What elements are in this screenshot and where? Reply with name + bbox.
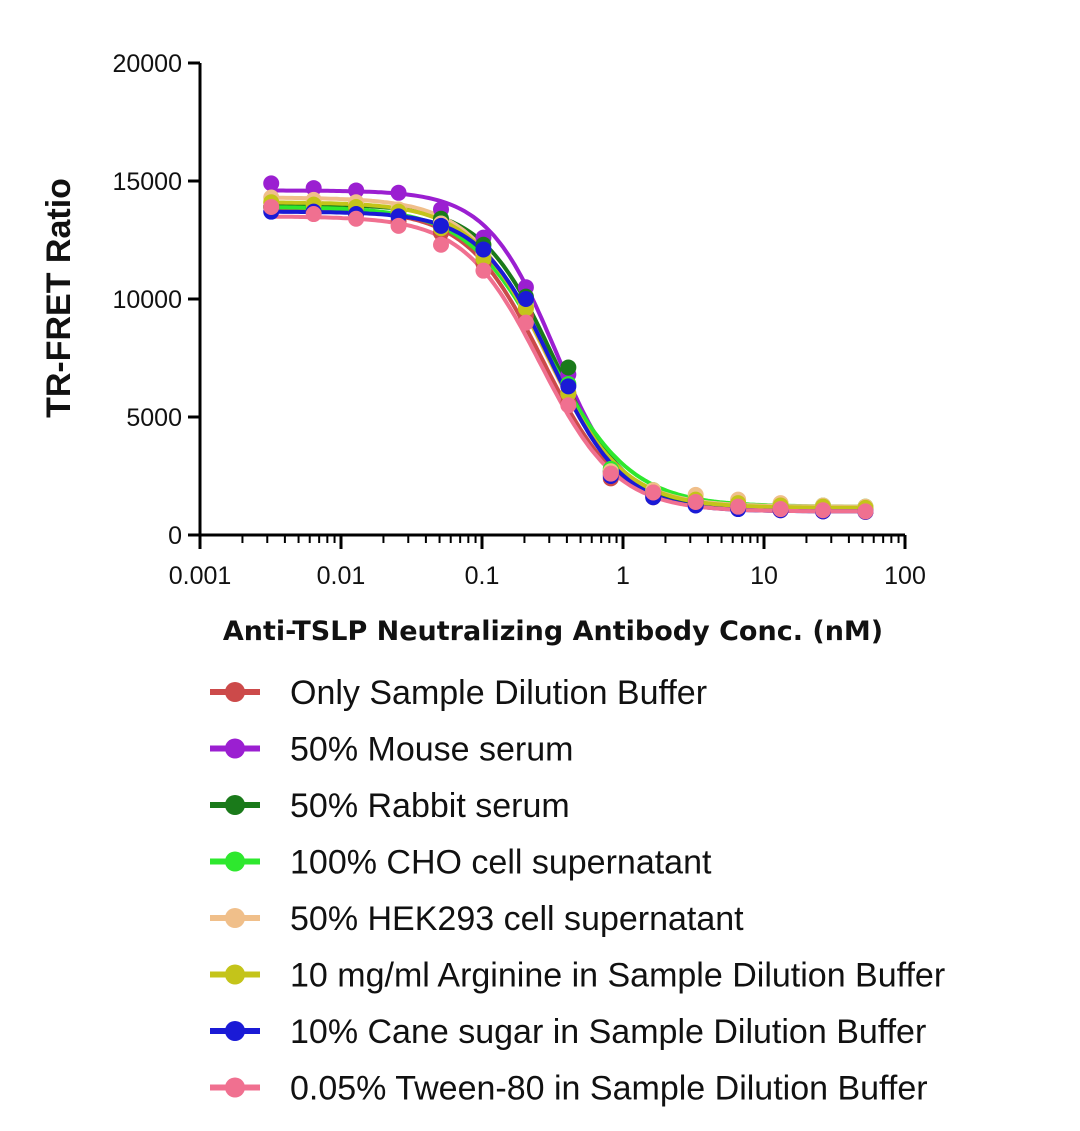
data-point: [602, 465, 619, 482]
data-point: [772, 501, 789, 518]
series-curve: [271, 205, 866, 509]
series-curve: [271, 202, 866, 511]
legend-swatch-marker: [225, 908, 245, 928]
series-curve: [271, 188, 866, 511]
legend-item: 10 mg/ml Arginine in Sample Dilution Buf…: [210, 957, 945, 995]
data-point: [305, 180, 322, 197]
data-point: [433, 217, 450, 234]
data-point: [263, 175, 280, 192]
data-point: [348, 210, 365, 227]
data-point: [517, 291, 534, 307]
data-point: [815, 502, 832, 519]
legend-swatch-marker: [225, 851, 245, 872]
legend-item: 0.05% Tween-80 in Sample Dilution Buffer: [210, 1070, 928, 1108]
legend-label: 50% HEK293 cell supernatant: [290, 900, 744, 938]
legend-label: 10 mg/ml Arginine in Sample Dilution Buf…: [290, 957, 945, 995]
data-point: [390, 184, 407, 201]
data-point: [263, 198, 280, 215]
data-points: [263, 175, 874, 520]
data-point: [857, 503, 874, 520]
legend-swatch-marker: [225, 964, 245, 985]
y-tick-label: 20000: [112, 50, 182, 78]
legend-label: 100% CHO cell supernatant: [290, 844, 712, 882]
x-tick-label: 0.01: [317, 562, 366, 590]
x-tick-label: 1: [616, 562, 630, 590]
y-tick-label: 5000: [126, 404, 182, 432]
data-point: [305, 206, 322, 223]
axes: 0 5000 10000 15000 20000 0.001 0.01 0.1 1 10 100: [112, 50, 925, 590]
legend-label: 10% Cane sugar in Sample Dilution Buffer: [290, 1013, 926, 1051]
data-point: [348, 182, 365, 199]
legend: Only Sample Dilution Buffer 50% Mouse ser…: [210, 674, 945, 1108]
data-point: [433, 236, 450, 253]
data-point: [560, 397, 577, 414]
legend-swatch-marker: [225, 1021, 245, 1041]
legend-label: 50% Mouse serum: [290, 731, 573, 769]
data-point: [475, 241, 492, 258]
data-point: [517, 314, 534, 331]
data-point: [390, 217, 407, 234]
legend-label: Only Sample Dilution Buffer: [290, 674, 707, 712]
legend-item: 100% CHO cell supernatant: [210, 844, 712, 882]
data-point: [560, 359, 577, 376]
legend-swatch-marker: [225, 1077, 245, 1098]
data-point: [475, 262, 492, 279]
x-tick-label: 0.001: [169, 562, 232, 590]
legend-label: 0.05% Tween-80 in Sample Dilution Buffer: [290, 1070, 928, 1108]
data-point: [687, 493, 704, 510]
y-tick-label: 15000: [112, 168, 182, 196]
y-tick-label: 10000: [112, 286, 182, 314]
series-curve: [271, 214, 866, 514]
legend-item: 50% Rabbit serum: [210, 787, 570, 825]
x-tick-label: 0.1: [465, 562, 500, 590]
series-curve: [271, 200, 866, 510]
x-tick-label: 100: [884, 562, 926, 590]
series-curve: [271, 195, 866, 509]
legend-swatch-marker: [225, 682, 245, 702]
x-axis-title: Anti-TSLP Neutralizing Antibody Conc. (n…: [223, 616, 883, 647]
data-point: [730, 498, 747, 515]
data-point: [645, 484, 662, 501]
legend-item: 10% Cane sugar in Sample Dilution Buffer: [210, 1013, 926, 1051]
data-point: [560, 378, 577, 395]
y-axis-title: TR-FRET Ratio: [40, 178, 78, 418]
legend-item: 50% Mouse serum: [210, 731, 573, 769]
legend-item: Only Sample Dilution Buffer: [210, 674, 707, 712]
legend-label: 50% Rabbit serum: [290, 787, 570, 825]
plot-area: [263, 175, 874, 520]
legend-swatch-marker: [225, 738, 245, 759]
legend-item: 50% HEK293 cell supernatant: [210, 900, 744, 938]
legend-swatch-marker: [225, 795, 245, 815]
fit-curves: [271, 188, 866, 514]
y-tick-label: 0: [168, 522, 182, 550]
x-tick-label: 10: [750, 562, 778, 590]
